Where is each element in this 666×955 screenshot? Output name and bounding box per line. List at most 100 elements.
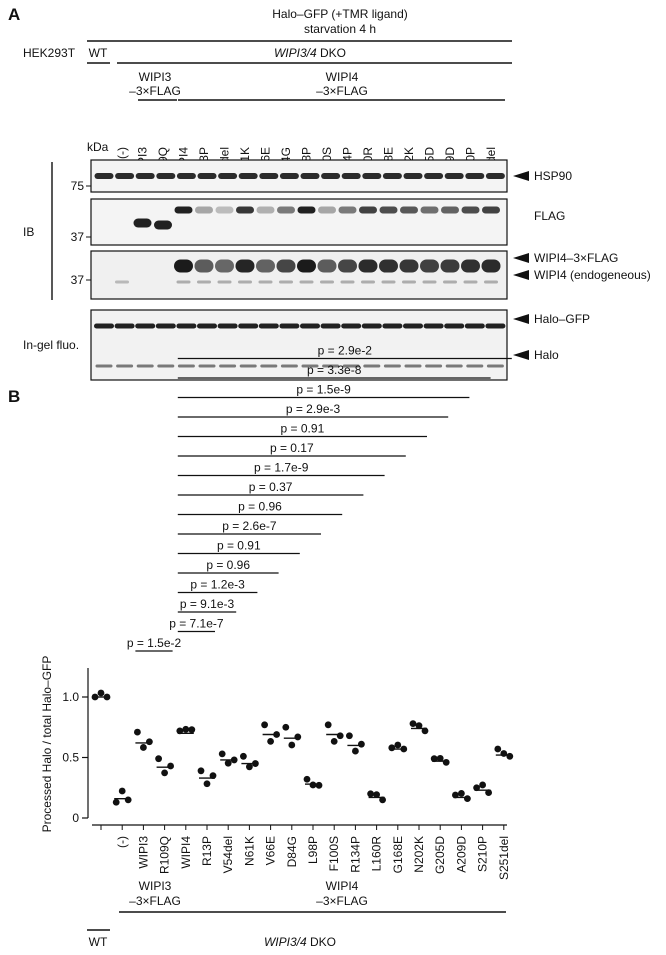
- band-wipi4-flag: [461, 259, 480, 273]
- kda-label: kDa: [87, 140, 109, 154]
- x-tick-label: V54del: [221, 836, 235, 873]
- x-tick-label: WIPI3: [136, 836, 150, 869]
- data-point: [209, 772, 217, 780]
- data-point: [140, 744, 147, 751]
- band-halo-gfp: [114, 323, 135, 329]
- p-value-label: p = 2.9e-3: [286, 402, 341, 416]
- band-wipi4-flag: [256, 259, 275, 273]
- data-point: [282, 723, 290, 731]
- p-value-brackets: p = 1.5e-2 p = 7.1e-7 p = 9.1e-3 p = 1.2e-3…: [127, 344, 512, 652]
- data-point: [124, 796, 132, 804]
- x-tick-label: R134P: [348, 836, 362, 873]
- band-halo: [116, 364, 134, 368]
- band-halo-gfp: [176, 323, 197, 329]
- data-point: [473, 784, 480, 792]
- band-hsp90: [135, 173, 155, 179]
- band-hsp90: [176, 173, 196, 179]
- x-tick-label: D84G: [285, 836, 299, 867]
- band-flag: [441, 206, 459, 214]
- wipi4-flag-arrow-icon: [513, 253, 529, 263]
- band-wipi4-endogenous: [320, 280, 334, 284]
- data-point: [373, 791, 380, 799]
- wipi4-group-label-b: WIPI4: [326, 879, 359, 893]
- data-point: [261, 721, 268, 729]
- band-flag: [338, 206, 357, 214]
- p-value-label: p = 1.7e-9: [254, 461, 309, 475]
- x-tick-label: F100S: [327, 836, 341, 871]
- x-tick-label: A209D: [454, 836, 468, 873]
- flag-label: FLAG: [534, 209, 565, 223]
- data-point: [161, 769, 169, 777]
- data-point: [167, 762, 175, 770]
- band-halo: [425, 364, 443, 368]
- x-tick-labels: (-) WIPI3 R109Q WIPI4 R13P V54del N61K V66E D84G…: [100, 825, 511, 880]
- band-hsp90: [341, 173, 361, 179]
- data-point: [155, 755, 163, 763]
- data-points: [91, 689, 514, 806]
- band-hsp90: [259, 173, 279, 179]
- data-point: [400, 745, 408, 753]
- x-tick-label: G168E: [391, 836, 405, 873]
- band-wipi4-flag: [174, 259, 193, 273]
- band-wipi4-endogenous: [115, 280, 129, 284]
- p-value-label: p = 0.91: [217, 539, 261, 553]
- band-flag: [195, 206, 213, 214]
- data-point: [409, 720, 417, 728]
- data-point: [97, 689, 105, 697]
- data-point: [430, 755, 438, 763]
- p-value-label: p = 2.6e-7: [222, 519, 277, 533]
- wipi3-flag-label-b: –3×FLAG: [129, 894, 181, 908]
- data-point: [203, 780, 211, 788]
- band-flag: [154, 220, 172, 230]
- marker-75: 75: [71, 179, 85, 193]
- band-wipi4-endogenous: [340, 280, 355, 284]
- data-point: [246, 763, 253, 771]
- wipi4-flag-label-b: –3×FLAG: [316, 894, 368, 908]
- band-hsp90: [321, 173, 341, 179]
- ingel-label: In-gel fluo.: [23, 338, 79, 352]
- data-point: [197, 767, 205, 775]
- data-point: [506, 752, 514, 760]
- band-halo-gfp: [423, 323, 444, 329]
- data-point: [494, 745, 502, 753]
- band-hsp90: [94, 173, 114, 179]
- band-halo-gfp: [279, 323, 300, 329]
- wipi3-group-label-b: WIPI3: [139, 879, 172, 893]
- p-value-label: p = 9.1e-3: [180, 597, 235, 611]
- band-wipi4-flag: [379, 259, 398, 273]
- data-point: [479, 781, 486, 789]
- band-hsp90: [403, 173, 423, 179]
- data-point: [379, 796, 386, 804]
- data-point: [134, 728, 141, 736]
- marker-37-wipi4: 37: [71, 273, 85, 287]
- data-point: [103, 693, 111, 701]
- band-halo-gfp: [464, 323, 485, 329]
- band-halo: [445, 364, 463, 368]
- band-hsp90: [218, 173, 238, 179]
- x-tick-label: N61K: [242, 836, 256, 866]
- band-halo-gfp: [485, 323, 506, 329]
- p-value-label: p = 0.37: [249, 480, 293, 494]
- dko-label-a: WIPI3/4 DKO: [274, 46, 346, 60]
- band-halo: [342, 364, 360, 368]
- ib-label: IB: [23, 225, 34, 239]
- band-halo-gfp: [94, 323, 114, 329]
- y-tick-label: 1.0: [62, 690, 79, 704]
- p-value-label: p = 1.5e-2: [127, 636, 182, 650]
- band-halo: [383, 364, 401, 368]
- cell-line-label: HEK293T: [23, 46, 76, 60]
- band-hsp90: [197, 173, 217, 179]
- band-wipi4-endogenous: [299, 280, 314, 284]
- band-wipi4-endogenous: [238, 280, 252, 284]
- wipi4-flag-label-a: –3×FLAG: [316, 84, 368, 98]
- band-halo-gfp: [320, 323, 341, 329]
- y-axis-label: Processed Halo / total Halo–GFP: [40, 656, 54, 833]
- data-point: [458, 790, 465, 797]
- lane-label: (-): [115, 147, 129, 159]
- band-wipi4-endogenous: [484, 280, 498, 284]
- band-halo-gfp: [197, 323, 217, 329]
- band-hsp90: [238, 173, 258, 179]
- band-halo-gfp: [361, 323, 382, 329]
- panel-a-letter: A: [8, 5, 20, 24]
